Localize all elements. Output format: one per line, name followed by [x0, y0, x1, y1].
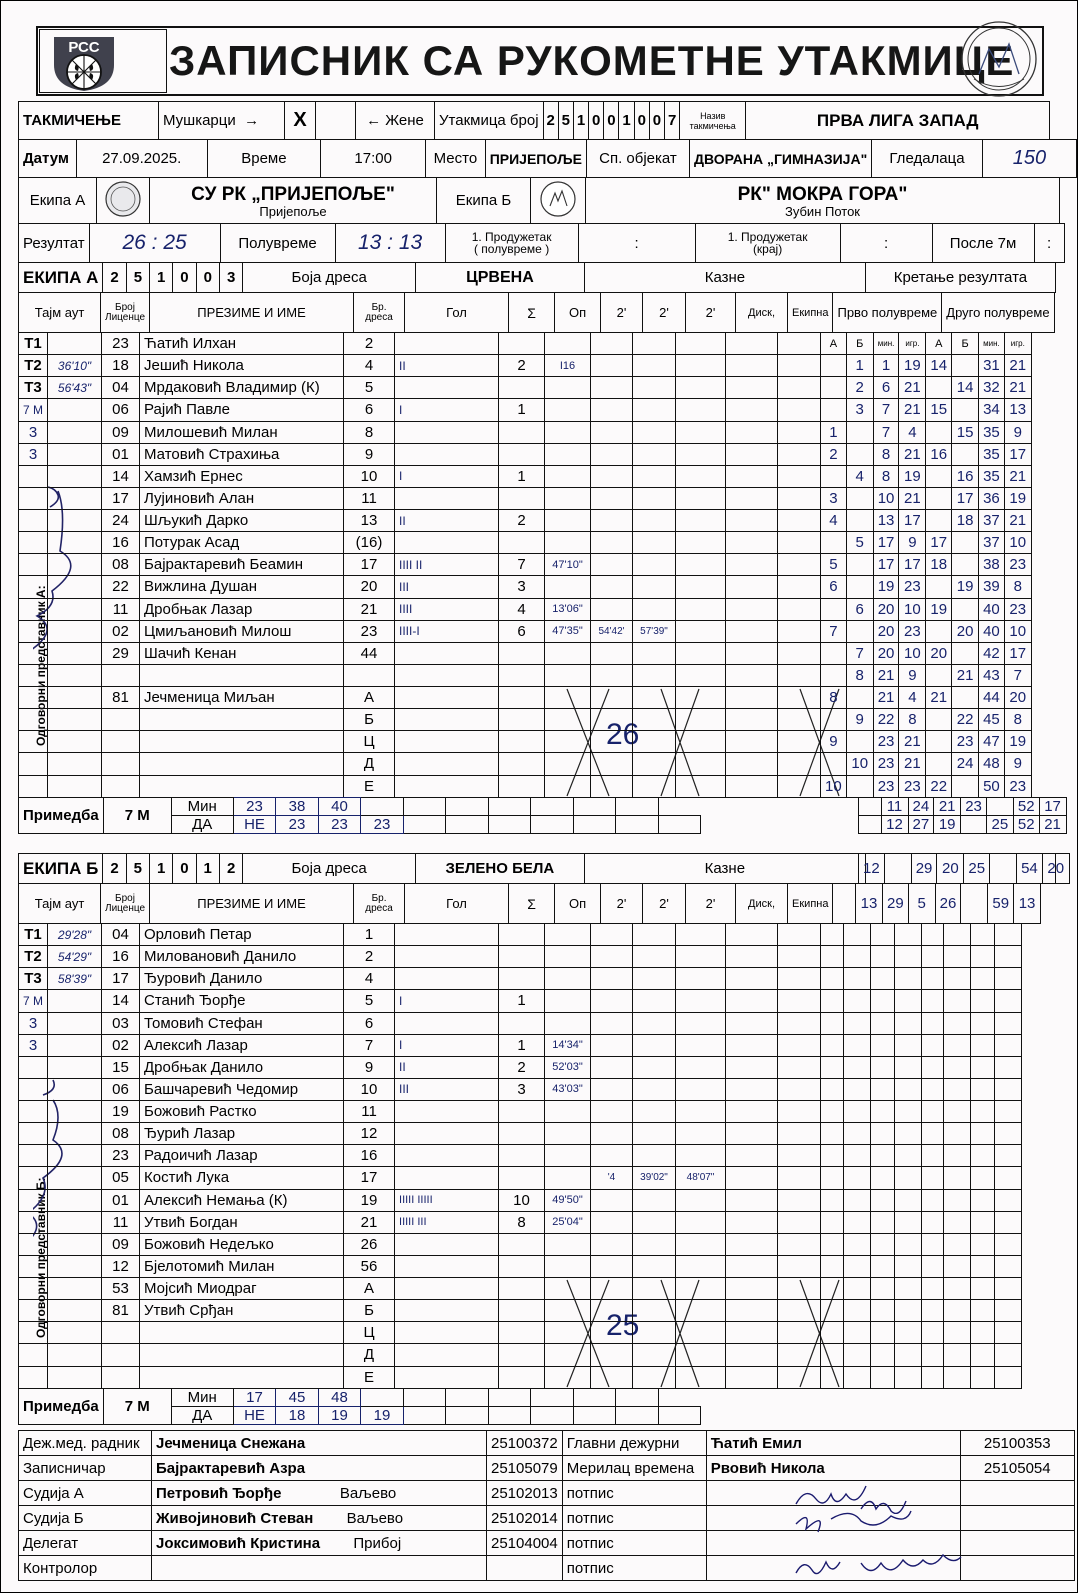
svg-text:РСС: РСС [68, 39, 99, 56]
